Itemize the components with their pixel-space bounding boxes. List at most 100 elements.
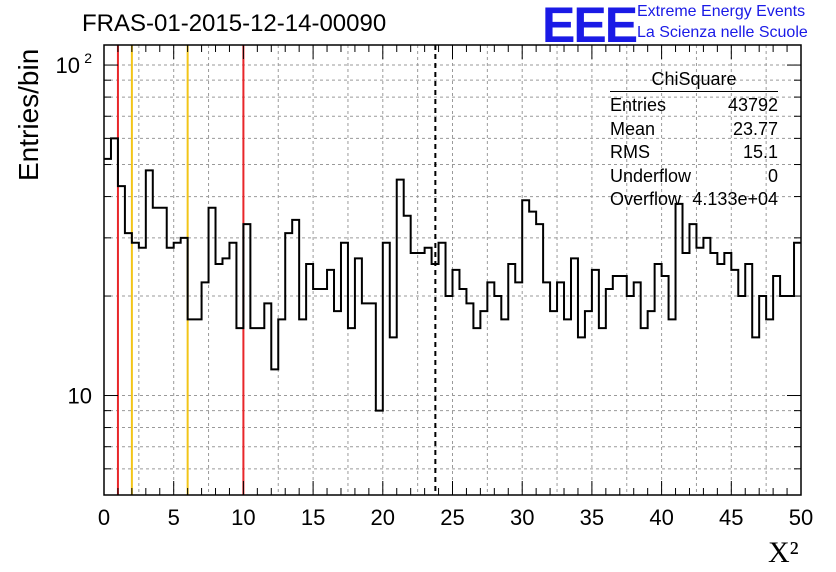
histogram-bin bbox=[487, 282, 494, 283]
histogram-bin bbox=[209, 208, 216, 209]
histogram-bin bbox=[689, 224, 696, 225]
histogram-bin bbox=[257, 328, 264, 329]
histogram-bin bbox=[125, 233, 132, 234]
histogram-bin bbox=[459, 289, 466, 290]
stat-row-entries: Entries 43792 bbox=[610, 94, 778, 118]
histogram-bin bbox=[146, 170, 153, 171]
histogram-bin bbox=[641, 328, 648, 329]
stat-row-mean: Mean 23.77 bbox=[610, 118, 778, 142]
histogram-bin bbox=[425, 248, 432, 249]
stat-value: 15.1 bbox=[742, 142, 778, 162]
stat-label: RMS bbox=[610, 142, 650, 162]
histogram-bin bbox=[599, 328, 606, 329]
stat-row-overflow: Overflow 4.133e+04 bbox=[610, 188, 778, 212]
histogram-bin bbox=[494, 296, 501, 297]
histogram-bin bbox=[557, 282, 564, 283]
histogram-bin bbox=[724, 253, 731, 254]
histogram-bin bbox=[320, 289, 327, 290]
axis-ticks bbox=[103, 45, 802, 496]
histogram-bin bbox=[536, 224, 543, 225]
histogram-bin bbox=[703, 238, 710, 239]
histogram-series bbox=[104, 137, 801, 412]
x-axis-label: X² bbox=[768, 536, 799, 570]
histogram-bin bbox=[543, 282, 550, 283]
histogram-bin bbox=[167, 248, 174, 249]
x-tick-label: 0 bbox=[98, 505, 110, 530]
y-tick-label: 10 bbox=[56, 53, 80, 78]
stat-value: 23.77 bbox=[732, 118, 778, 139]
eee-logo: EEE bbox=[542, 0, 638, 53]
histogram-bin bbox=[390, 337, 397, 338]
histogram-bin bbox=[432, 264, 439, 265]
histogram-bin bbox=[229, 243, 236, 244]
x-tick-label: 25 bbox=[440, 505, 464, 530]
stat-row-underflow: Underflow 0 bbox=[610, 165, 778, 189]
histogram-bin bbox=[592, 270, 599, 271]
histogram-bin bbox=[397, 180, 404, 181]
stat-row-rms: RMS 15.1 bbox=[610, 141, 778, 165]
histogram-layer bbox=[104, 137, 801, 412]
histogram-bin bbox=[181, 238, 188, 239]
histogram-bin bbox=[292, 220, 299, 221]
stat-label: Underflow bbox=[610, 165, 692, 186]
histogram-bin bbox=[473, 328, 480, 329]
histogram-bin bbox=[174, 243, 181, 244]
histogram-bin bbox=[383, 243, 390, 244]
histogram-bin bbox=[404, 216, 411, 217]
histogram-bin bbox=[613, 276, 620, 277]
histogram-bin bbox=[466, 303, 473, 304]
histogram-bin bbox=[355, 258, 362, 259]
histogram-bin bbox=[236, 328, 243, 329]
histogram-bin bbox=[794, 243, 801, 244]
histogram-bin bbox=[202, 282, 209, 283]
stat-label: Mean bbox=[610, 118, 656, 139]
y-tick-exponent: 2 bbox=[84, 50, 92, 66]
histogram-bin bbox=[508, 264, 515, 265]
stat-value: 4.133e+04 bbox=[692, 189, 778, 209]
stat-value: 43792 bbox=[727, 95, 778, 115]
histogram-bin bbox=[501, 319, 508, 320]
stats-box: ChiSquare Entries 43792 Mean 23.77 RMS 15.1… bbox=[610, 69, 778, 212]
histogram-bin bbox=[299, 319, 306, 320]
histogram-bin bbox=[606, 289, 613, 290]
histogram-bin bbox=[634, 282, 641, 283]
histogram-bin bbox=[655, 264, 662, 265]
histogram-bin bbox=[773, 276, 780, 277]
histogram-bin bbox=[348, 328, 355, 329]
histogram-bin bbox=[160, 208, 167, 209]
histogram-bin bbox=[306, 264, 313, 265]
histogram-bin bbox=[188, 319, 195, 320]
histogram-bin bbox=[418, 253, 425, 254]
histogram-bin bbox=[738, 296, 745, 297]
logo-line-2: La Scienza nelle Scuole bbox=[637, 24, 808, 41]
x-axis-label-text: X² bbox=[768, 536, 799, 569]
histogram-bin bbox=[139, 248, 146, 249]
x-tick-label: 15 bbox=[301, 505, 325, 530]
y-axis-label: Entries/bin bbox=[13, 48, 44, 181]
histogram-bin bbox=[696, 248, 703, 249]
histogram-bin bbox=[752, 337, 759, 338]
stat-value: 0 bbox=[767, 165, 778, 186]
histogram-bin bbox=[376, 411, 383, 412]
histogram-bin bbox=[787, 296, 794, 297]
histogram-bin bbox=[627, 296, 634, 297]
histogram-bin bbox=[731, 270, 738, 271]
stat-label: Overflow bbox=[610, 189, 682, 209]
histogram-bin bbox=[571, 258, 578, 259]
x-tick-label: 5 bbox=[168, 505, 180, 530]
histogram-bin bbox=[369, 303, 376, 304]
x-tick-label: 50 bbox=[789, 505, 813, 530]
histogram-bin bbox=[446, 296, 453, 297]
histogram-bin bbox=[669, 319, 676, 320]
histogram-bin bbox=[278, 319, 285, 320]
histogram-bin bbox=[780, 296, 787, 297]
x-tick-label: 45 bbox=[719, 505, 743, 530]
histogram-bin bbox=[578, 337, 585, 338]
histogram-bin bbox=[104, 159, 111, 160]
chart-title: FRAS-01-2015-12-14-00090 bbox=[82, 10, 387, 37]
histogram-bin bbox=[132, 243, 139, 244]
histogram-bin bbox=[648, 311, 655, 312]
histogram-bin bbox=[118, 186, 125, 187]
histogram-bin bbox=[683, 253, 690, 254]
